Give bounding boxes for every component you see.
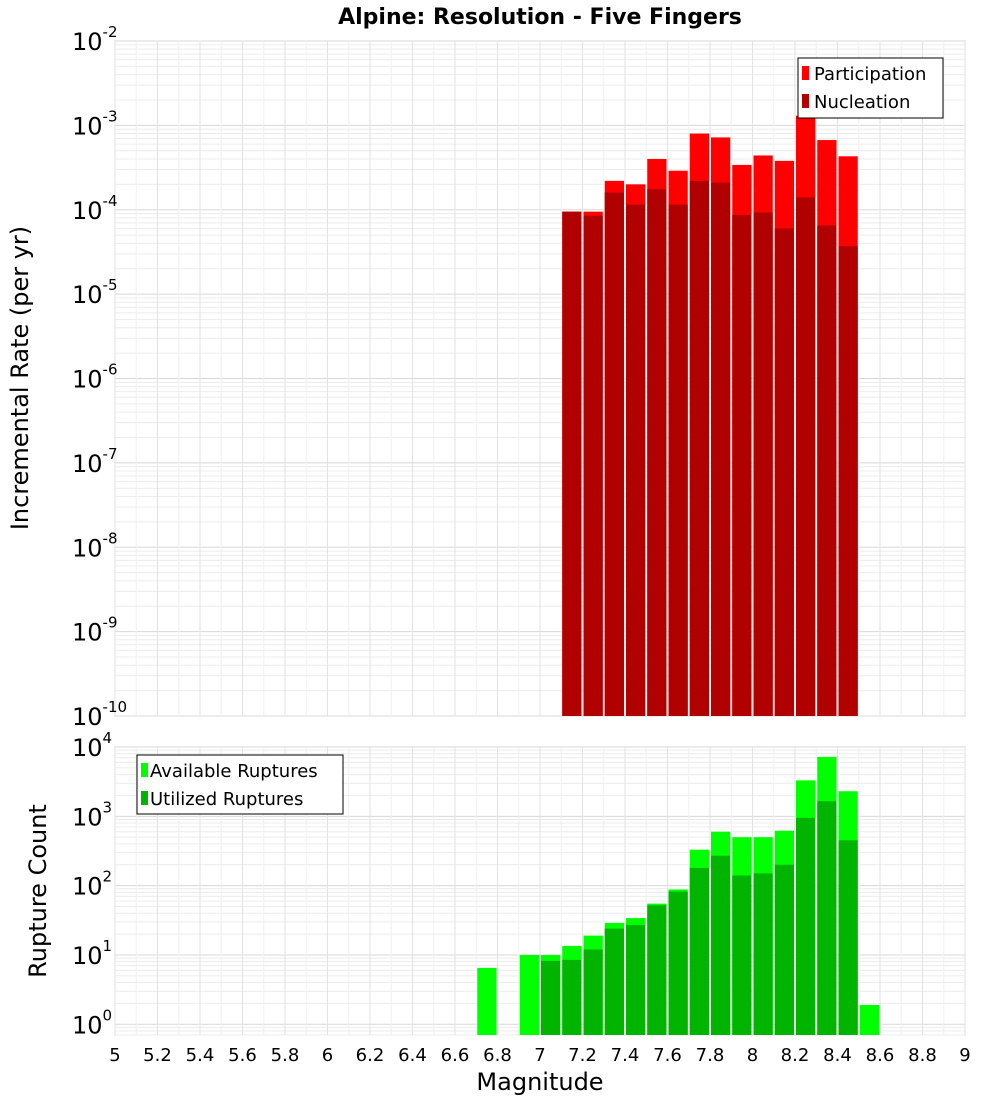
bottom-grid (114, 746, 966, 1036)
x-tick-label: 6.6 (441, 1045, 470, 1066)
top-bar (626, 204, 646, 717)
legend-swatch-nucleation (802, 94, 809, 108)
bottom-bar (647, 905, 667, 1035)
top-bar (817, 225, 837, 716)
legend-label-participation: Participation (814, 64, 926, 85)
bottom-bar (753, 873, 773, 1035)
bottom-y-ticks: 100 101 102 103 104 (72, 729, 112, 1039)
top-bar (668, 204, 688, 717)
x-tick-label: 6 (322, 1045, 333, 1066)
bottom-bar (796, 817, 816, 1035)
x-tick-label: 8.8 (908, 1045, 937, 1066)
top-bar (562, 211, 582, 716)
bottom-bar (626, 925, 646, 1035)
chart-title: Alpine: Resolution - Five Fingers (338, 5, 742, 30)
x-tick-label: 8.4 (823, 1045, 852, 1066)
bottom-bar (519, 954, 539, 1035)
top-y-tick-label: 10-6 (72, 361, 118, 394)
x-tick-label: 6.2 (356, 1045, 385, 1066)
x-tick-label: 5 (109, 1045, 120, 1066)
x-tick-label: 7.2 (568, 1045, 597, 1066)
top-y-tick-label: 10-3 (72, 107, 118, 140)
bottom-bar (774, 864, 794, 1035)
top-bars (562, 115, 858, 717)
bottom-bar (838, 840, 858, 1035)
x-tick-label: 7.4 (611, 1045, 640, 1066)
x-tick-label: 5.4 (186, 1045, 215, 1066)
bottom-y-tick-label: 101 (72, 937, 112, 970)
bottom-bar (541, 960, 561, 1035)
bottom-bar (604, 928, 624, 1035)
x-tick-label: 5.6 (228, 1045, 257, 1066)
top-bar (689, 180, 709, 716)
x-tick-label: 6.8 (483, 1045, 512, 1066)
bottom-bar (732, 875, 752, 1035)
bottom-bar (668, 891, 688, 1035)
legend-swatch-available-ruptures (141, 763, 148, 777)
bottom-y-axis-label: Rupture Count (24, 804, 52, 978)
top-legend: Participation Nucleation (797, 57, 944, 119)
top-y-tick-label: 10-8 (72, 529, 118, 562)
top-y-tick-label: 10-4 (72, 192, 118, 225)
x-tick-label: 5.2 (143, 1045, 172, 1066)
top-bar (711, 182, 731, 716)
top-y-tick-label: 10-5 (72, 276, 118, 309)
x-ticks: 5 5.2 5.4 5.6 5.8 6 6.2 6.4 6.6 6.8 7 7.2 7.4 7.6 7.8 8… (109, 1045, 970, 1066)
x-tick-label: 9 (959, 1045, 970, 1066)
bottom-bar (817, 801, 837, 1035)
top-bar (838, 246, 858, 716)
bottom-y-tick-label: 103 (72, 798, 112, 831)
top-y-tick-label: 10-7 (72, 445, 118, 478)
bottom-y-tick-label: 104 (72, 729, 112, 762)
bottom-y-tick-label: 100 (72, 1006, 112, 1039)
bottom-bar (711, 855, 731, 1035)
legend-label-utilized-ruptures: Utilized Ruptures (150, 789, 303, 810)
legend-swatch-participation (802, 66, 809, 80)
x-axis-label: Magnitude (476, 1068, 603, 1096)
top-y-tick-label: 10-9 (72, 614, 118, 647)
top-bar (732, 214, 752, 716)
top-y-tick-label: 10-10 (72, 698, 127, 731)
top-bar (604, 192, 624, 717)
top-bar (796, 197, 816, 717)
bottom-bar (562, 959, 582, 1035)
top-bar (774, 228, 794, 716)
x-tick-label: 6.4 (398, 1045, 427, 1066)
top-bar (583, 215, 603, 717)
x-tick-label: 7 (534, 1045, 545, 1066)
top-bar (753, 212, 773, 717)
bottom-legend-box (136, 754, 344, 815)
top-bar (647, 189, 667, 717)
top-y-axis-label: Incremental Rate (per yr) (6, 226, 34, 530)
bottom-bar (477, 967, 497, 1035)
legend-label-nucleation: Nucleation (814, 92, 910, 113)
x-tick-label: 8 (747, 1045, 758, 1066)
x-tick-label: 5.8 (271, 1045, 300, 1066)
top-grid (114, 40, 966, 717)
top-y-ticks: 10-10 10-9 10-8 10-7 10-6 10-5 10-4 10-3 10-2 (72, 23, 127, 731)
bottom-y-tick-label: 102 (72, 868, 112, 901)
legend-swatch-utilized-ruptures (141, 791, 148, 805)
bottom-bar (583, 949, 603, 1035)
x-tick-label: 8.6 (866, 1045, 895, 1066)
top-legend-box (797, 57, 944, 119)
bottom-bar (689, 867, 709, 1035)
bottom-bars (477, 756, 879, 1035)
top-y-tick-label: 10-2 (72, 23, 118, 56)
x-tick-label: 8.2 (781, 1045, 810, 1066)
bottom-bar (859, 1004, 879, 1035)
x-tick-label: 7.8 (696, 1045, 725, 1066)
bottom-legend: Available Ruptures Utilized Ruptures (136, 754, 344, 815)
legend-label-available-ruptures: Available Ruptures (150, 761, 318, 782)
x-tick-label: 7.6 (653, 1045, 682, 1066)
